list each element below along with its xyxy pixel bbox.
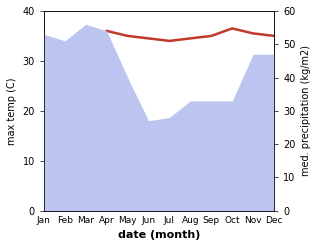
Y-axis label: max temp (C): max temp (C): [7, 77, 17, 144]
Y-axis label: med. precipitation (kg/m2): med. precipitation (kg/m2): [301, 45, 311, 176]
X-axis label: date (month): date (month): [118, 230, 200, 240]
